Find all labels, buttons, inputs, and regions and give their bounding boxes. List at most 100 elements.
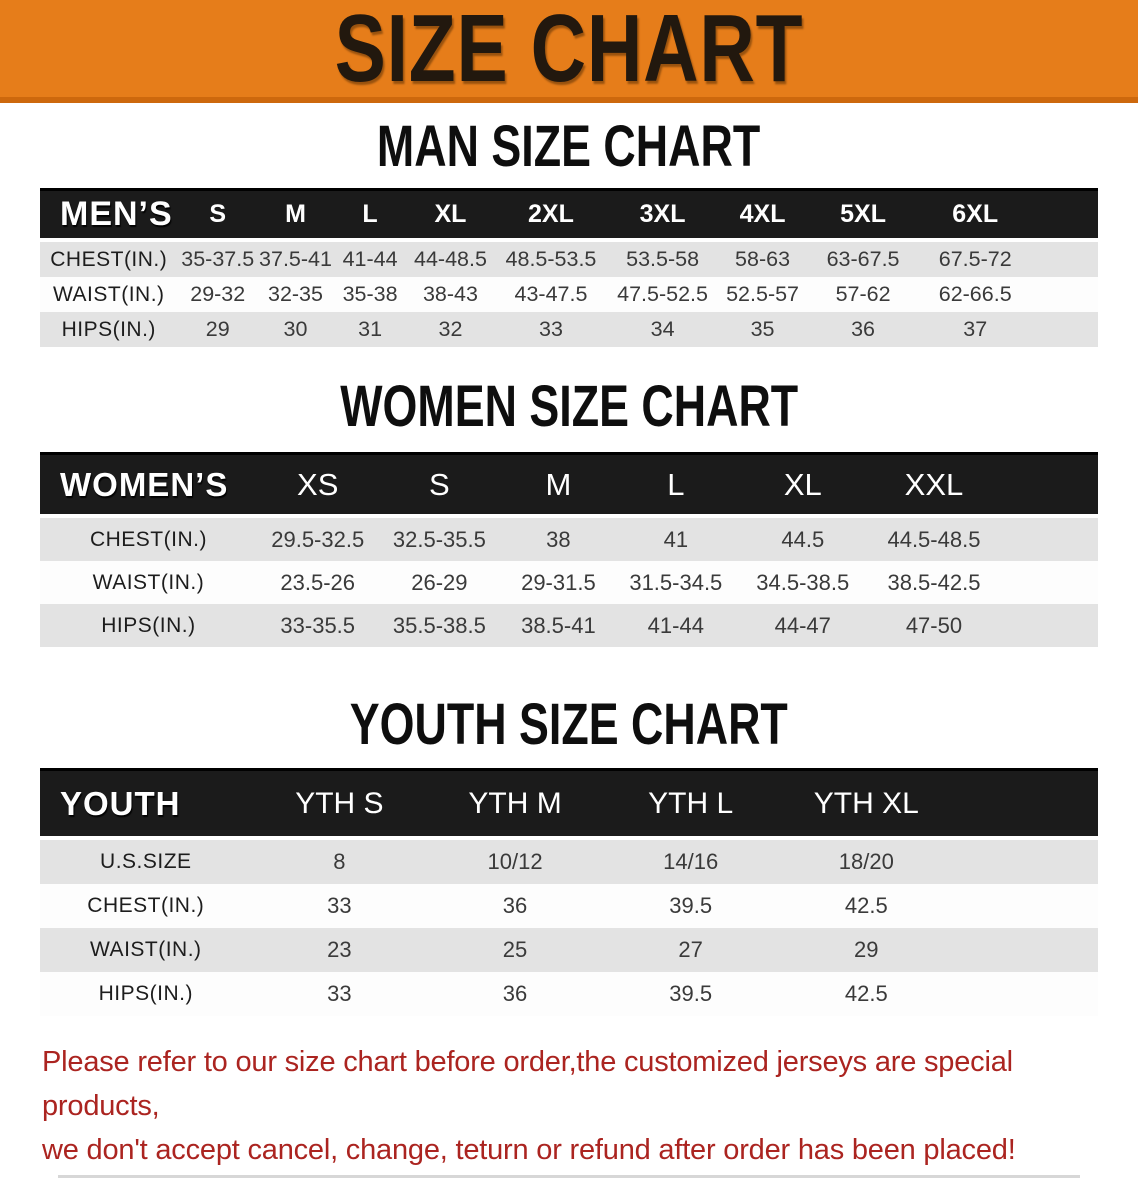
table-row: HIPS(IN.) 33-35.5 35.5-38.5 38.5-41 41-44 44-… xyxy=(40,604,1098,647)
filler-cell xyxy=(997,561,1098,604)
row-label-cell: WAIST(IN.) xyxy=(52,282,165,306)
size-value-cell: 26-29 xyxy=(411,569,468,595)
size-header-cell: XL xyxy=(407,188,494,242)
row-label-cell: CHEST(IN.) xyxy=(87,894,205,917)
table-group-label: MEN’S xyxy=(40,188,178,242)
row-label-cell: WAIST(IN.) xyxy=(92,570,205,594)
order-policy-note: Please refer to our size chart before or… xyxy=(42,1040,1108,1172)
section-title-youth: YOUTH SIZE CHART xyxy=(0,690,1138,757)
mens-size-table: MEN’S S M L XL 2XL 3XL 4XL 5XL 6XL CHEST(IN.) 35-37… xyxy=(40,188,1098,347)
size-value-cell: 52.5-57 xyxy=(726,282,800,306)
size-value-cell: 33-35.5 xyxy=(280,612,356,638)
size-header-cell: M xyxy=(257,188,334,242)
size-value-cell: 33 xyxy=(327,893,352,918)
filler-cell xyxy=(997,516,1098,561)
table-group-label: YOUTH xyxy=(40,768,252,840)
youth-size-table: YOUTH YTH S YTH M YTH L YTH XL U.S.SIZE 8 10/12… xyxy=(40,768,1098,1016)
size-value-cell: 39.5 xyxy=(669,981,713,1006)
table-header-row: WOMEN’S XS S M L XL XXL xyxy=(40,452,1098,518)
size-value-cell: 44-48.5 xyxy=(414,247,487,271)
row-label-cell: CHEST(IN.) xyxy=(50,247,168,271)
size-value-cell: 35 xyxy=(750,317,775,341)
filler-cell xyxy=(1032,240,1098,277)
size-value-cell: 23 xyxy=(327,937,352,962)
order-policy-note-line2: we don't accept cancel, change, teturn o… xyxy=(42,1134,1016,1166)
size-value-cell: 67.5-72 xyxy=(938,247,1012,271)
size-value-cell: 41-44 xyxy=(342,247,398,271)
table-row: HIPS(IN.) 33 36 39.5 42.5 xyxy=(40,972,1098,1016)
size-value-cell: 33 xyxy=(327,981,352,1006)
size-table: WOMEN’S XS S M L XL XXL CHEST(IN.) 29.5-32.5 32.5… xyxy=(40,452,1098,647)
size-header-cell: YTH S xyxy=(251,768,428,840)
table-row: WAIST(IN.) 23 25 27 29 xyxy=(40,928,1098,972)
size-value-cell: 8 xyxy=(333,849,346,874)
size-value-cell: 29 xyxy=(854,937,879,962)
size-value-cell: 63-67.5 xyxy=(826,247,900,271)
table-row: U.S.SIZE 8 10/12 14/16 18/20 xyxy=(40,838,1098,884)
order-policy-note-line1: Please refer to our size chart before or… xyxy=(42,1046,1013,1122)
size-value-cell: 27 xyxy=(678,937,703,962)
size-value-cell: 32 xyxy=(438,317,463,341)
size-value-cell: 18/20 xyxy=(838,849,894,874)
size-header-cell: S xyxy=(378,452,501,518)
size-value-cell: 58-63 xyxy=(735,247,791,271)
size-value-cell: 29 xyxy=(205,317,230,341)
size-value-cell: 41 xyxy=(663,526,689,552)
table-row: HIPS(IN.) 29 30 31 32 33 34 35 36 37 xyxy=(40,312,1098,347)
womens-size-table: WOMEN’S XS S M L XL XXL CHEST(IN.) 29.5-32.5 32.5… xyxy=(40,452,1098,647)
size-value-cell: 25 xyxy=(502,937,528,962)
table-row: CHEST(IN.) 29.5-32.5 32.5-35.5 38 41 44.5 44.5… xyxy=(40,516,1098,561)
filler-cell xyxy=(954,928,1098,972)
table-row: WAIST(IN.) 23.5-26 26-29 29-31.5 31.5-34.5 34… xyxy=(40,561,1098,604)
size-header-cell: 6XL xyxy=(918,188,1033,242)
banner-title: SIZE CHART xyxy=(334,0,804,102)
size-value-cell: 34 xyxy=(650,317,675,341)
size-value-cell: 36 xyxy=(502,981,528,1006)
size-value-cell: 23.5-26 xyxy=(280,569,356,595)
size-value-cell: 38.5-41 xyxy=(521,612,596,638)
size-value-cell: 37.5-41 xyxy=(259,247,332,271)
size-header-cell: XXL xyxy=(870,452,998,518)
size-value-cell: 44.5 xyxy=(781,526,825,552)
size-value-cell: 53.5-58 xyxy=(626,247,700,271)
section-title-man-text: MAN SIZE CHART xyxy=(377,112,761,179)
table-row: CHEST(IN.) 35-37.5 37.5-41 41-44 44-48.5 48.5… xyxy=(40,240,1098,277)
size-value-cell: 48.5-53.5 xyxy=(505,247,597,271)
size-value-cell: 33 xyxy=(539,317,563,341)
filler-cell xyxy=(1032,312,1098,347)
size-header-cell: 3XL xyxy=(608,188,718,242)
section-title-youth-text: YOUTH SIZE CHART xyxy=(349,690,789,757)
size-value-cell: 42.5 xyxy=(844,893,888,918)
size-value-cell: 32.5-35.5 xyxy=(392,526,486,552)
filler-cell xyxy=(997,452,1098,518)
filler-cell xyxy=(1032,188,1098,242)
size-value-cell: 31 xyxy=(358,317,383,341)
size-value-cell: 38-43 xyxy=(422,282,478,306)
filler-cell xyxy=(954,972,1098,1016)
size-value-cell: 37 xyxy=(963,317,988,341)
size-chart-banner: SIZE CHART xyxy=(0,0,1138,103)
size-value-cell: 30 xyxy=(283,317,308,341)
section-title-man: MAN SIZE CHART xyxy=(0,112,1138,179)
size-value-cell: 36 xyxy=(502,893,528,918)
size-value-cell: 39.5 xyxy=(669,893,713,918)
row-label-cell: CHEST(IN.) xyxy=(89,527,207,551)
size-value-cell: 31.5-34.5 xyxy=(629,569,723,595)
size-header-cell: XS xyxy=(256,452,379,518)
size-value-cell: 35-38 xyxy=(342,282,398,306)
size-header-cell: L xyxy=(616,452,736,518)
table-row: CHEST(IN.) 33 36 39.5 42.5 xyxy=(40,884,1098,928)
size-value-cell: 41-44 xyxy=(647,612,704,638)
size-value-cell: 35.5-38.5 xyxy=(392,612,486,638)
size-header-cell: 2XL xyxy=(493,188,609,242)
filler-cell xyxy=(1032,277,1098,312)
size-value-cell: 10/12 xyxy=(487,849,543,874)
size-header-cell: 4XL xyxy=(717,188,809,242)
filler-cell xyxy=(954,884,1098,928)
size-table: YOUTH YTH S YTH M YTH L YTH XL U.S.SIZE 8 10/12… xyxy=(40,768,1098,1016)
size-value-cell: 44.5-48.5 xyxy=(887,526,981,552)
table-header-row: MEN’S S M L XL 2XL 3XL 4XL 5XL 6XL xyxy=(40,188,1098,242)
size-table: MEN’S S M L XL 2XL 3XL 4XL 5XL 6XL CHEST(IN.) 35-37… xyxy=(40,188,1098,347)
size-header-cell: S xyxy=(177,188,258,242)
row-label-cell: HIPS(IN.) xyxy=(61,317,156,341)
